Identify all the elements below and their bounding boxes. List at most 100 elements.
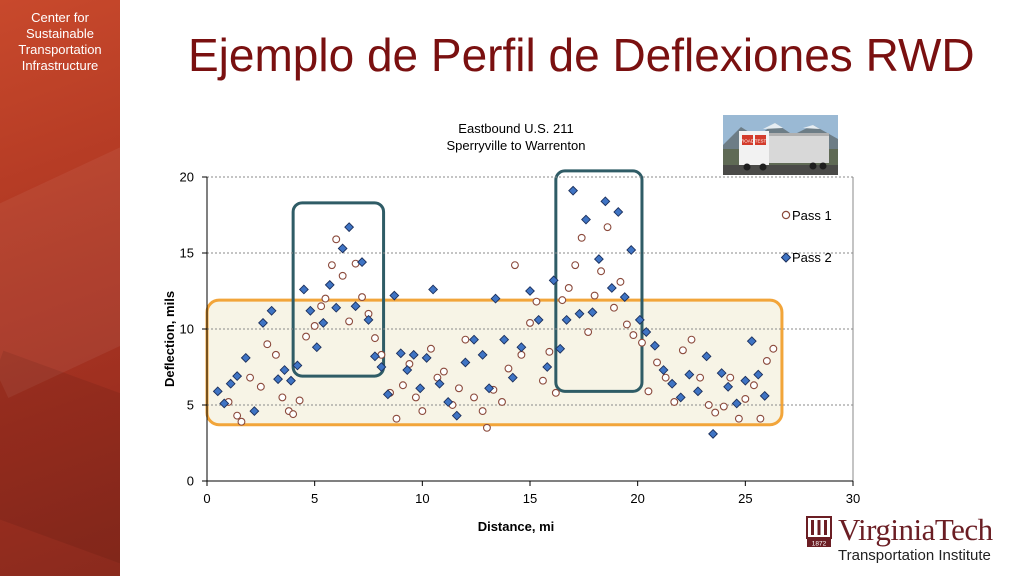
data-point-pass-2 bbox=[525, 286, 535, 296]
data-point-pass-1 bbox=[687, 335, 696, 344]
y-tick-label: 20 bbox=[180, 170, 194, 185]
data-point-pass-2 bbox=[574, 308, 585, 319]
data-point-pass-1 bbox=[644, 387, 653, 396]
center-name-line: Sustainable bbox=[26, 26, 94, 41]
data-point-pass-1 bbox=[741, 394, 750, 403]
data-point-pass-2 bbox=[305, 305, 316, 316]
data-point-pass-2 bbox=[357, 257, 367, 268]
chart-title: Eastbound U.S. 211 bbox=[458, 121, 573, 136]
truck-photo-image: ROAD TEST bbox=[723, 115, 838, 175]
data-point-pass-1 bbox=[603, 223, 612, 232]
data-point-pass-1 bbox=[377, 350, 386, 359]
data-point-pass-2 bbox=[469, 334, 479, 345]
data-point-pass-1 bbox=[711, 408, 720, 417]
legend-marker-pass-2 bbox=[780, 252, 792, 263]
data-point-pass-2 bbox=[402, 365, 413, 375]
data-point-pass-1 bbox=[616, 277, 625, 286]
data-point-pass-1 bbox=[564, 284, 573, 292]
data-point-pass-2 bbox=[753, 369, 764, 380]
data-point-pass-2 bbox=[376, 362, 387, 372]
x-tick-label: 0 bbox=[203, 491, 210, 506]
data-point-pass-1 bbox=[504, 364, 513, 373]
deflection-chart: 0 5 10 15 20 25 30 0 5 10 15 20 Eastbound U.S. 211… bbox=[162, 121, 860, 534]
data-point-pass-1 bbox=[478, 407, 487, 416]
data-point-pass-2 bbox=[693, 386, 703, 397]
slide-title: Ejemplo de Perfil de Deflexiones RWD bbox=[188, 29, 975, 81]
x-tick-label: 15 bbox=[523, 491, 537, 506]
data-point-pass-2 bbox=[490, 293, 501, 304]
data-point-pass-2 bbox=[443, 397, 454, 407]
data-point-pass-1 bbox=[653, 358, 661, 367]
data-point-pass-1 bbox=[351, 259, 360, 268]
data-point-pass-2 bbox=[731, 398, 742, 409]
data-point-pass-2 bbox=[708, 428, 718, 439]
data-point-pass-2 bbox=[258, 317, 268, 328]
center-name-line: Transportation bbox=[18, 42, 102, 57]
data-point-pass-2 bbox=[619, 292, 630, 303]
data-point-pass-2 bbox=[370, 351, 380, 362]
data-point-pass-1 bbox=[704, 401, 713, 409]
data-point-pass-2 bbox=[286, 375, 296, 386]
data-point-pass-1 bbox=[482, 423, 491, 432]
data-point-pass-1 bbox=[532, 297, 541, 306]
y-tick-label: 0 bbox=[187, 474, 194, 489]
data-point-pass-2 bbox=[516, 342, 527, 353]
data-point-pass-1 bbox=[629, 331, 638, 340]
data-point-pass-1 bbox=[577, 233, 586, 242]
data-point-pass-2 bbox=[568, 185, 579, 196]
data-point-pass-2 bbox=[606, 283, 617, 293]
y-tick-label: 5 bbox=[187, 398, 194, 413]
data-point-pass-1 bbox=[678, 346, 687, 355]
y-tick-labels: 0 5 10 15 20 bbox=[180, 170, 207, 489]
data-point-pass-1 bbox=[526, 318, 534, 327]
data-point-pass-2 bbox=[600, 196, 611, 207]
data-point-pass-1 bbox=[749, 381, 758, 390]
vt-seal-year: 1872 bbox=[812, 541, 827, 548]
data-point-pass-2 bbox=[395, 348, 406, 359]
data-point-pass-1 bbox=[769, 344, 778, 353]
data-point-pass-2 bbox=[542, 362, 553, 372]
data-point-pass-1 bbox=[439, 367, 448, 376]
legend-label-pass-1: Pass 1 bbox=[792, 208, 832, 223]
data-point-pass-1 bbox=[411, 393, 420, 402]
data-point-pass-2 bbox=[232, 371, 243, 382]
data-point-pass-1 bbox=[392, 414, 401, 423]
legend-marker-pass-1 bbox=[781, 210, 791, 220]
data-point-pass-1 bbox=[661, 373, 670, 382]
center-name-line: Center for bbox=[31, 10, 89, 25]
data-point-pass-1 bbox=[237, 417, 246, 426]
x-tick-label: 10 bbox=[415, 491, 429, 506]
data-point-pass-1 bbox=[590, 291, 599, 300]
data-point-pass-2 bbox=[451, 410, 462, 421]
y-axis-label: Deflection, mils bbox=[162, 291, 177, 387]
data-point-pass-2 bbox=[249, 406, 260, 417]
data-point-pass-1 bbox=[622, 320, 631, 329]
sidebar-decoration bbox=[0, 350, 120, 570]
y-tick-label: 15 bbox=[180, 246, 194, 261]
x-tick-labels: 0 5 10 15 20 25 30 bbox=[203, 481, 860, 506]
data-point-pass-1 bbox=[571, 261, 580, 270]
gridlines bbox=[207, 176, 854, 481]
x-tick-label: 5 bbox=[311, 491, 318, 506]
data-point-pass-1 bbox=[610, 303, 618, 312]
data-point-pass-2 bbox=[759, 390, 770, 401]
data-point-pass-1 bbox=[321, 294, 330, 303]
y-tick-label: 10 bbox=[180, 322, 194, 337]
data-point-pass-2 bbox=[219, 398, 230, 409]
sidebar-panel: Center for Sustainable Transportation In… bbox=[0, 0, 120, 576]
x-tick-label: 20 bbox=[630, 491, 644, 506]
data-point-pass-1 bbox=[371, 334, 379, 343]
data-point-pass-1 bbox=[295, 396, 304, 405]
x-tick-label: 30 bbox=[846, 491, 860, 506]
logo-subtitle: Transportation Institute bbox=[838, 547, 991, 564]
data-point-pass-2 bbox=[434, 378, 445, 389]
center-name-line: Infrastructure bbox=[21, 58, 99, 73]
data-point-pass-2 bbox=[331, 302, 342, 313]
data-point-pass-1 bbox=[256, 382, 265, 391]
data-point-pass-1 bbox=[233, 411, 242, 420]
data-point-pass-2 bbox=[421, 352, 432, 363]
road-sign-text: ROAD bbox=[741, 139, 755, 144]
data-point-pass-2 bbox=[344, 222, 355, 233]
data-point-pass-2 bbox=[408, 349, 419, 360]
data-point-pass-1 bbox=[726, 373, 735, 382]
